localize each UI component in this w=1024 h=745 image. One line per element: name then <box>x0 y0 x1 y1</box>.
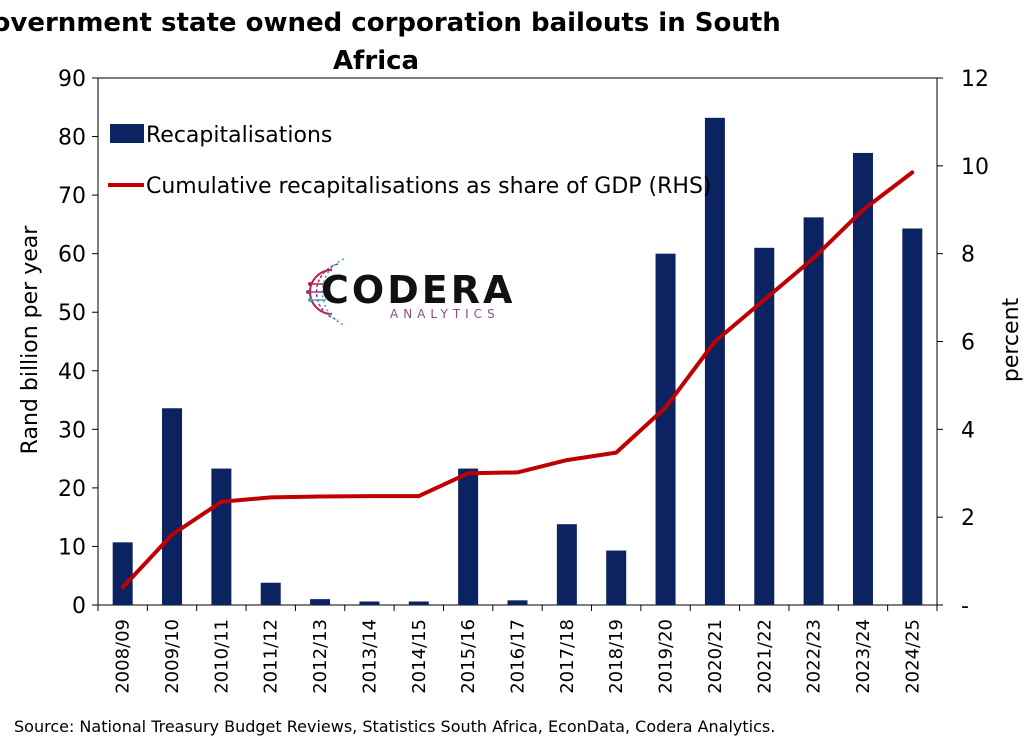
x-axis: 2008/09 2009/10 2010/11 2011/12 2012/13 2013/… <box>97 605 938 694</box>
bar-2012-13 <box>310 599 331 605</box>
x-tick-label: 2021/22 <box>754 619 775 694</box>
line-group <box>120 170 915 590</box>
y-tick-label: 70 <box>58 184 86 209</box>
x-tick-label: 2016/17 <box>508 619 529 694</box>
y2-tick-label: 8 <box>961 243 975 268</box>
x-tick-label: 2020/21 <box>705 619 726 694</box>
y2-axis-title: percent <box>999 297 1024 382</box>
y2-tick-label: - <box>961 594 969 619</box>
left-y-axis: 0 10 20 30 40 50 60 70 80 90 <box>58 67 98 619</box>
bar-2008-09 <box>112 542 133 605</box>
y-tick-label: 20 <box>58 477 86 502</box>
x-tick-label: 2017/18 <box>557 619 578 694</box>
bar-2020-21 <box>704 117 725 605</box>
x-tick-label: 2014/15 <box>409 619 430 694</box>
x-tick-label: 2023/24 <box>853 619 874 694</box>
bar-2010-11 <box>211 468 232 605</box>
y2-tick-label: 2 <box>961 506 975 531</box>
x-tick-label: 2008/09 <box>113 619 134 694</box>
y-tick-label: 60 <box>58 243 86 268</box>
bar-2015-16 <box>458 468 479 605</box>
bar-2018-19 <box>606 550 627 605</box>
x-tick-label: 2019/20 <box>656 619 677 694</box>
y-axis-title: Rand billion per year <box>18 225 43 455</box>
legend: Recapitalisations Cumulative recapitalis… <box>108 123 712 199</box>
cumulative-share-line <box>120 170 915 590</box>
logo-name: CODERA <box>321 268 515 312</box>
legend-bar-swatch <box>110 124 144 143</box>
logo-tagline: ANALYTICS <box>390 307 500 321</box>
legend-label-cumulative: Cumulative recapitalisations as share of… <box>146 174 712 199</box>
y-tick-label: 0 <box>72 594 86 619</box>
y-tick-label: 80 <box>58 126 86 151</box>
bar-2023-24 <box>852 152 873 605</box>
x-tick-label: 2010/11 <box>211 619 232 694</box>
x-tick-label: 2024/25 <box>902 619 923 694</box>
y2-tick-label: 6 <box>961 331 975 356</box>
y-tick-label: 30 <box>58 418 86 443</box>
logo-circuit-icon <box>306 258 345 326</box>
x-tick-label: 2011/12 <box>261 619 282 694</box>
bar-2019-20 <box>655 253 676 605</box>
source-note: Source: National Treasury Budget Reviews… <box>14 717 775 736</box>
bar-2017-18 <box>556 524 577 605</box>
bar-2021-22 <box>754 247 775 606</box>
bar-2022-23 <box>803 217 824 605</box>
x-tick-label: 2009/10 <box>162 619 183 694</box>
y2-tick-label: 12 <box>961 67 989 92</box>
x-tick-label: 2018/19 <box>606 619 627 694</box>
y2-tick-label: 4 <box>961 418 975 443</box>
bar-2016-17 <box>507 600 528 605</box>
chart-title-line1: Government state owned corporation bailo… <box>0 8 781 38</box>
bar-2013-14 <box>359 601 380 605</box>
y-tick-label: 50 <box>58 301 86 326</box>
y2-tick-label: 10 <box>961 155 989 180</box>
codera-logo: CODERA ANALYTICS <box>306 258 515 326</box>
bar-2014-15 <box>408 601 429 605</box>
x-tick-label: 2015/16 <box>458 619 479 694</box>
bars-group <box>112 117 923 606</box>
x-tick-label: 2012/13 <box>310 619 331 694</box>
legend-label-recapitalisations: Recapitalisations <box>146 123 332 148</box>
y-tick-label: 10 <box>58 535 86 560</box>
y-tick-label: 90 <box>58 67 86 92</box>
right-y-axis: - 2 4 6 8 10 12 <box>937 67 989 619</box>
bar-2011-12 <box>260 582 281 605</box>
bar-2024-25 <box>902 228 923 605</box>
y-tick-label: 40 <box>58 360 86 385</box>
x-tick-label: 2013/14 <box>359 619 380 694</box>
x-tick-label: 2022/23 <box>804 619 825 694</box>
chart-title-line2: Africa <box>333 46 419 76</box>
bar-2009-10 <box>162 408 183 605</box>
